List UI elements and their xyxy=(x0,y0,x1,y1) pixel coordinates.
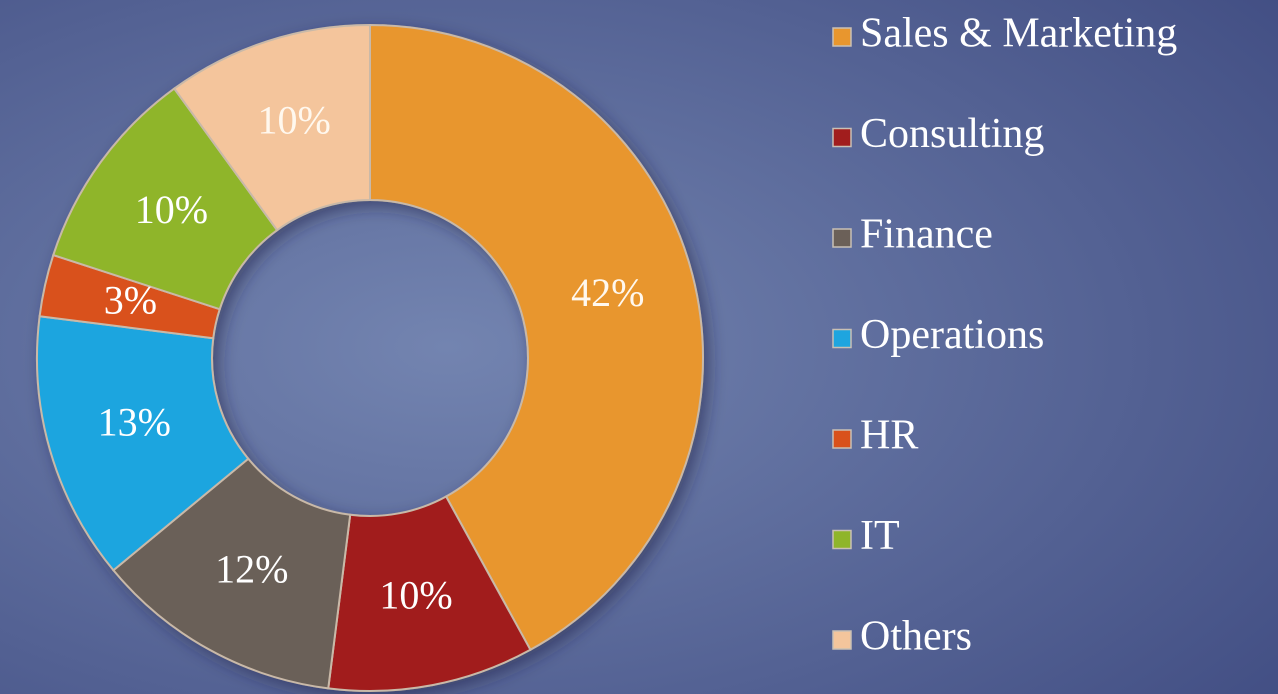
donut xyxy=(36,23,704,692)
slice-label: 12% xyxy=(215,546,288,591)
legend: Sales & Marketing Consulting Finance Operat… xyxy=(832,11,1177,660)
legend-label: Operations xyxy=(860,312,1044,358)
legend-swatch xyxy=(832,27,852,47)
legend-label: Consulting xyxy=(860,111,1044,157)
slice xyxy=(36,315,250,572)
legend-swatch xyxy=(832,429,852,449)
legend-label: IT xyxy=(860,513,900,559)
legend-swatch xyxy=(832,328,852,349)
slice-label: 3% xyxy=(104,278,157,323)
slice-label: 10% xyxy=(379,572,452,617)
legend-swatch xyxy=(832,127,852,148)
slice-label: 10% xyxy=(257,98,330,143)
legend-swatch xyxy=(832,630,852,650)
legend-label: Others xyxy=(860,614,972,660)
legend-label: Sales & Marketing xyxy=(860,11,1177,57)
legend-label: Finance xyxy=(860,212,993,258)
slice-label: 42% xyxy=(571,270,644,315)
legend-swatch xyxy=(832,529,852,550)
slice-label: 10% xyxy=(135,187,208,232)
legend-label: HR xyxy=(860,413,918,459)
legend-swatch xyxy=(832,228,852,248)
slice-label: 13% xyxy=(98,400,171,445)
slice-labels: 42% 10% 12% 13% 3% 10% 10% xyxy=(98,98,645,618)
slice xyxy=(369,23,704,652)
slice xyxy=(112,457,352,690)
slice xyxy=(172,23,371,232)
